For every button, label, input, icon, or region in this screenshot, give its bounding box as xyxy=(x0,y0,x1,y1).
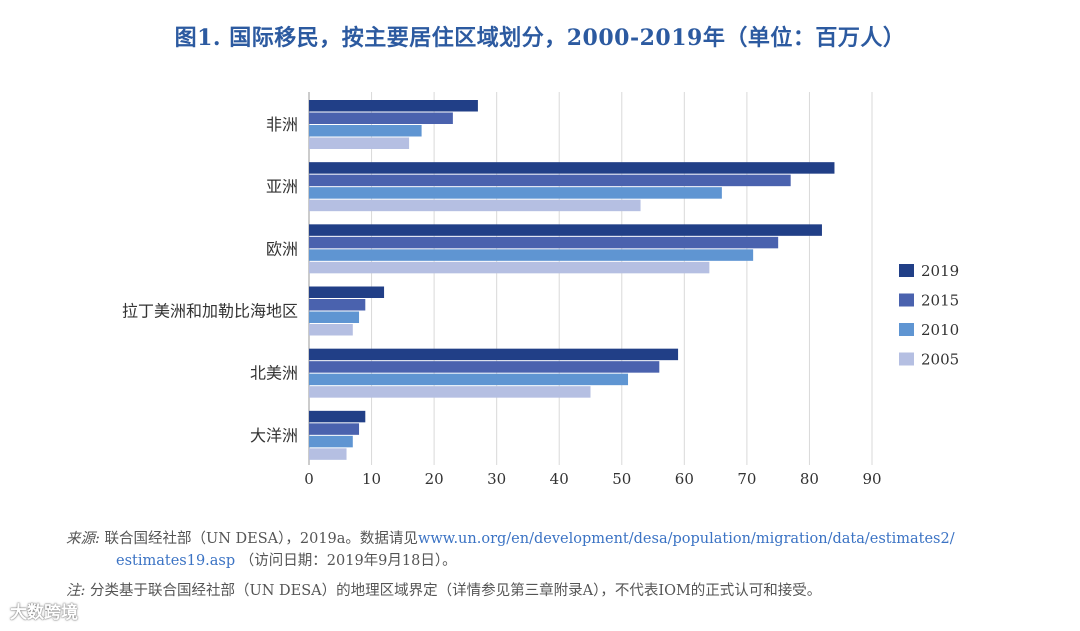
x-tick-label: 30 xyxy=(487,470,506,488)
x-tick-label: 80 xyxy=(800,470,819,488)
x-tick-label: 50 xyxy=(612,470,631,488)
category-label: 大洋洲 xyxy=(250,426,298,445)
bar-2005 xyxy=(309,448,347,460)
legend: 2019 2015 2010 2005 xyxy=(899,262,959,369)
legend-swatch-2005 xyxy=(899,352,914,366)
category-label: 北美洲 xyxy=(250,364,298,383)
bar-2015 xyxy=(309,174,791,187)
bar-2019 xyxy=(309,224,822,236)
x-tick-label: 0 xyxy=(304,470,314,488)
legend-label-2019: 2019 xyxy=(921,262,959,280)
source-label: 来源: xyxy=(66,531,100,547)
bar-2015 xyxy=(309,112,453,124)
bar-2019 xyxy=(309,348,679,361)
bar-2005 xyxy=(309,199,641,212)
source-link-part-1[interactable]: www.un.org/en/development/desa/populatio… xyxy=(417,531,955,547)
bar-2019 xyxy=(309,286,385,298)
bar-2010 xyxy=(309,249,754,261)
x-tick-label: 70 xyxy=(737,470,756,488)
category-label: 亚洲 xyxy=(266,177,298,196)
bar-2010 xyxy=(309,187,722,199)
x-tick-labels: 0 10 20 30 40 50 60 70 80 90 xyxy=(304,470,881,488)
source-line-1: 来源: 联合国经社部（UN DESA），2019a。数据请见www.un.org… xyxy=(66,528,955,550)
bar-2010 xyxy=(309,435,353,448)
bar-2010 xyxy=(309,311,360,323)
bar-2005 xyxy=(309,137,410,149)
chart-title: 图1. 国际移民，按主要居住区域划分，2000-2019年（单位：百万人） xyxy=(174,25,906,51)
x-tick-label: 90 xyxy=(862,470,881,488)
source-line-2: estimates19.asp （访问日期：2019年9月18日）。 xyxy=(66,550,457,572)
legend-label-2005: 2005 xyxy=(921,351,959,369)
bar-2015 xyxy=(309,236,779,249)
bar-2015 xyxy=(309,299,366,311)
bars xyxy=(309,100,835,460)
note-line: 注: 分类基于联合国经社部（UN DESA）的地理区域界定（详情参见第三章附录A… xyxy=(66,580,821,602)
bar-2005 xyxy=(309,386,591,398)
legend-swatch-2019 xyxy=(899,264,914,277)
source-tail: （访问日期：2019年9月18日）。 xyxy=(239,553,457,569)
source-link-part-2[interactable]: estimates19.asp xyxy=(116,553,236,569)
note-label: 注: xyxy=(66,583,86,599)
watermark-logo: 大数跨境 xyxy=(10,603,78,623)
bar-2019 xyxy=(309,100,478,112)
legend-swatch-2015 xyxy=(899,293,914,307)
bar-2015 xyxy=(309,361,660,373)
category-label: 欧洲 xyxy=(266,239,298,258)
x-tick-label: 60 xyxy=(675,470,694,488)
bar-2010 xyxy=(309,373,629,386)
bar-2010 xyxy=(309,125,422,137)
x-tick-label: 40 xyxy=(550,470,569,488)
gridlines xyxy=(308,92,873,465)
bar-2005 xyxy=(309,324,353,336)
source-text: 联合国经社部（UN DESA），2019a。数据请见 xyxy=(104,531,418,547)
category-label: 拉丁美洲和加勒比海地区 xyxy=(122,302,298,321)
category-label: 非洲 xyxy=(266,115,298,134)
bar-2019 xyxy=(309,162,835,174)
bar-2015 xyxy=(309,423,360,435)
legend-label-2015: 2015 xyxy=(921,292,959,310)
bar-2005 xyxy=(309,261,710,274)
x-tick-label: 20 xyxy=(425,470,444,488)
note-text: 分类基于联合国经社部（UN DESA）的地理区域界定（详情参见第三章附录A），不… xyxy=(90,583,822,599)
x-tick-label: 10 xyxy=(362,470,381,488)
legend-swatch-2010 xyxy=(899,323,914,336)
bar-2019 xyxy=(309,410,366,423)
legend-label-2010: 2010 xyxy=(921,321,959,339)
